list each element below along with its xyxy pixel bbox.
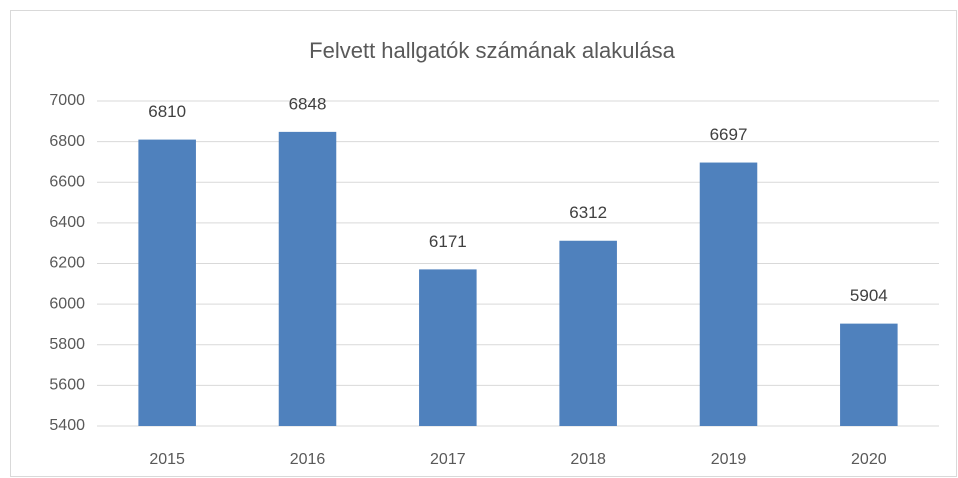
data-label: 6697 [710, 125, 748, 144]
data-label: 6312 [569, 203, 607, 222]
data-label: 6810 [148, 102, 186, 121]
y-tick-label: 5800 [49, 336, 85, 353]
y-tick-label: 6600 [49, 173, 85, 190]
y-tick-label: 6400 [49, 214, 85, 231]
x-tick-label: 2018 [570, 451, 606, 468]
y-tick-label: 6200 [49, 255, 85, 272]
x-tick-label: 2019 [711, 451, 747, 468]
x-tick-label: 2017 [430, 451, 466, 468]
bar [278, 131, 337, 426]
bar [699, 162, 758, 426]
data-label: 6848 [289, 94, 327, 113]
y-tick-label: 6000 [49, 295, 85, 312]
data-label: 5904 [850, 286, 888, 305]
x-tick-label: 2015 [149, 451, 185, 468]
bar [138, 139, 196, 426]
bar [419, 269, 477, 426]
bar [559, 240, 617, 426]
data-label: 6171 [429, 232, 467, 251]
x-tick-label: 2020 [851, 451, 887, 468]
y-tick-label: 7000 [49, 92, 85, 109]
chart-title: Felvett hallgatók számának alakulása [309, 38, 675, 63]
bar [840, 323, 898, 426]
y-tick-label: 6800 [49, 133, 85, 150]
x-tick-label: 2016 [290, 451, 326, 468]
y-tick-label: 5400 [49, 417, 85, 434]
y-tick-label: 5600 [49, 377, 85, 394]
